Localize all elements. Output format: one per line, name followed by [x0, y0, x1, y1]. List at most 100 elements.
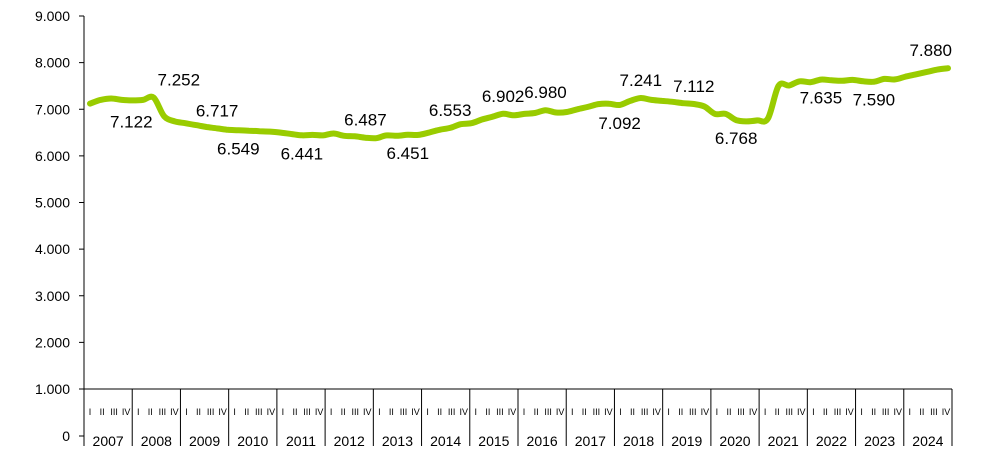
- data-label: 6.902: [482, 87, 525, 106]
- quarter-tick-label: III: [689, 407, 697, 417]
- y-tick-label: 8.000: [35, 55, 70, 71]
- y-tick-label: 5.000: [35, 195, 70, 211]
- quarter-tick-label: II: [534, 407, 539, 417]
- y-tick-label: 3.000: [35, 288, 70, 304]
- data-label: 6.768: [715, 129, 758, 148]
- y-tick-label: 4.000: [35, 241, 70, 257]
- y-tick-label: 9.000: [35, 8, 70, 24]
- year-label: 2008: [141, 433, 172, 449]
- year-label: 2014: [430, 433, 461, 449]
- quarter-tick-label: I: [909, 407, 912, 417]
- quarter-tick-label: II: [485, 407, 490, 417]
- quarter-tick-label: I: [137, 407, 140, 417]
- quarter-tick-label: I: [571, 407, 574, 417]
- quarter-tick-label: II: [437, 407, 442, 417]
- data-label: 6.441: [281, 144, 324, 163]
- quarter-tick-label: II: [196, 407, 201, 417]
- data-label: 7.112: [673, 77, 714, 96]
- y-tick-label: 6.000: [35, 148, 70, 164]
- quarter-tick-label: III: [207, 407, 215, 417]
- quarter-tick-label: I: [426, 407, 429, 417]
- quarter-tick-label: IV: [701, 407, 710, 417]
- data-label: 6.717: [196, 101, 239, 120]
- quarter-tick-label: I: [233, 407, 236, 417]
- quarter-tick-label: I: [523, 407, 526, 417]
- quarter-tick-label: III: [496, 407, 504, 417]
- data-label: 7.122: [110, 113, 153, 132]
- quarter-tick-label: III: [303, 407, 311, 417]
- quarter-tick-label: I: [282, 407, 285, 417]
- quarter-tick-label: I: [89, 407, 92, 417]
- data-label: 7.635: [800, 89, 843, 108]
- data-label: 7.252: [158, 71, 201, 90]
- quarter-tick-label: IV: [942, 407, 951, 417]
- quarter-tick-label: IV: [170, 407, 179, 417]
- year-label: 2020: [719, 433, 750, 449]
- quarter-tick-label: III: [785, 407, 793, 417]
- quarter-tick-label: IV: [604, 407, 613, 417]
- quarter-tick-label: II: [726, 407, 731, 417]
- quarter-tick-label: III: [641, 407, 649, 417]
- quarter-tick-label: IV: [411, 407, 420, 417]
- quarter-tick-label: II: [678, 407, 683, 417]
- year-label: 2022: [816, 433, 847, 449]
- quarter-tick-label: I: [378, 407, 381, 417]
- data-label: 7.241: [620, 71, 663, 90]
- data-label: 7.092: [598, 114, 641, 133]
- data-label: 6.451: [387, 144, 430, 163]
- y-tick-label: 0: [62, 428, 70, 444]
- quarter-tick-label: IV: [508, 407, 517, 417]
- quarter-tick-label: II: [292, 407, 297, 417]
- quarter-tick-label: I: [716, 407, 719, 417]
- year-label: 2009: [189, 433, 220, 449]
- quarter-tick-label: II: [823, 407, 828, 417]
- quarter-tick-label: II: [919, 407, 924, 417]
- quarter-tick-label: III: [255, 407, 263, 417]
- quarter-tick-label: II: [100, 407, 105, 417]
- y-tick-label: 7.000: [35, 101, 70, 117]
- quarter-tick-label: III: [593, 407, 601, 417]
- quarter-tick-label: III: [737, 407, 745, 417]
- quarter-tick-label: III: [448, 407, 456, 417]
- year-label: 2021: [768, 433, 799, 449]
- quarter-tick-label: I: [764, 407, 767, 417]
- y-tick-label: 2.000: [35, 334, 70, 350]
- data-label: 6.487: [344, 111, 387, 130]
- quarter-tick-label: II: [582, 407, 587, 417]
- data-label: 7.590: [853, 91, 896, 110]
- year-label: 2018: [623, 433, 654, 449]
- year-label: 2024: [912, 433, 943, 449]
- year-label: 2017: [575, 433, 606, 449]
- quarter-tick-label: IV: [122, 407, 131, 417]
- year-label: 2007: [93, 433, 124, 449]
- year-label: 2010: [237, 433, 268, 449]
- year-label: 2015: [478, 433, 509, 449]
- quarter-tick-label: I: [860, 407, 863, 417]
- quarter-tick-label: I: [667, 407, 670, 417]
- quarter-tick-label: II: [244, 407, 249, 417]
- year-label: 2013: [382, 433, 413, 449]
- quarter-tick-label: IV: [315, 407, 324, 417]
- quarter-tick-label: III: [834, 407, 842, 417]
- data-label: 6.980: [524, 83, 567, 102]
- quarter-tick-label: II: [871, 407, 876, 417]
- quarter-tick-label: IV: [218, 407, 227, 417]
- year-label: 2011: [286, 433, 316, 449]
- quarter-tick-label: III: [351, 407, 359, 417]
- quarter-tick-label: III: [930, 407, 938, 417]
- quarter-tick-label: I: [330, 407, 333, 417]
- quarter-tick-label: IV: [749, 407, 758, 417]
- quarter-tick-label: IV: [363, 407, 372, 417]
- quarter-tick-label: IV: [797, 407, 806, 417]
- data-label: 7.880: [909, 41, 952, 60]
- series-line: [87, 65, 951, 142]
- quarter-tick-label: II: [341, 407, 346, 417]
- quarter-tick-label: II: [630, 407, 635, 417]
- quarter-tick-label: III: [110, 407, 118, 417]
- quarter-tick-label: III: [159, 407, 167, 417]
- quarter-tick-label: I: [185, 407, 188, 417]
- quarter-tick-label: IV: [267, 407, 276, 417]
- quarter-tick-label: II: [389, 407, 394, 417]
- y-tick-label: 1.000: [35, 381, 70, 397]
